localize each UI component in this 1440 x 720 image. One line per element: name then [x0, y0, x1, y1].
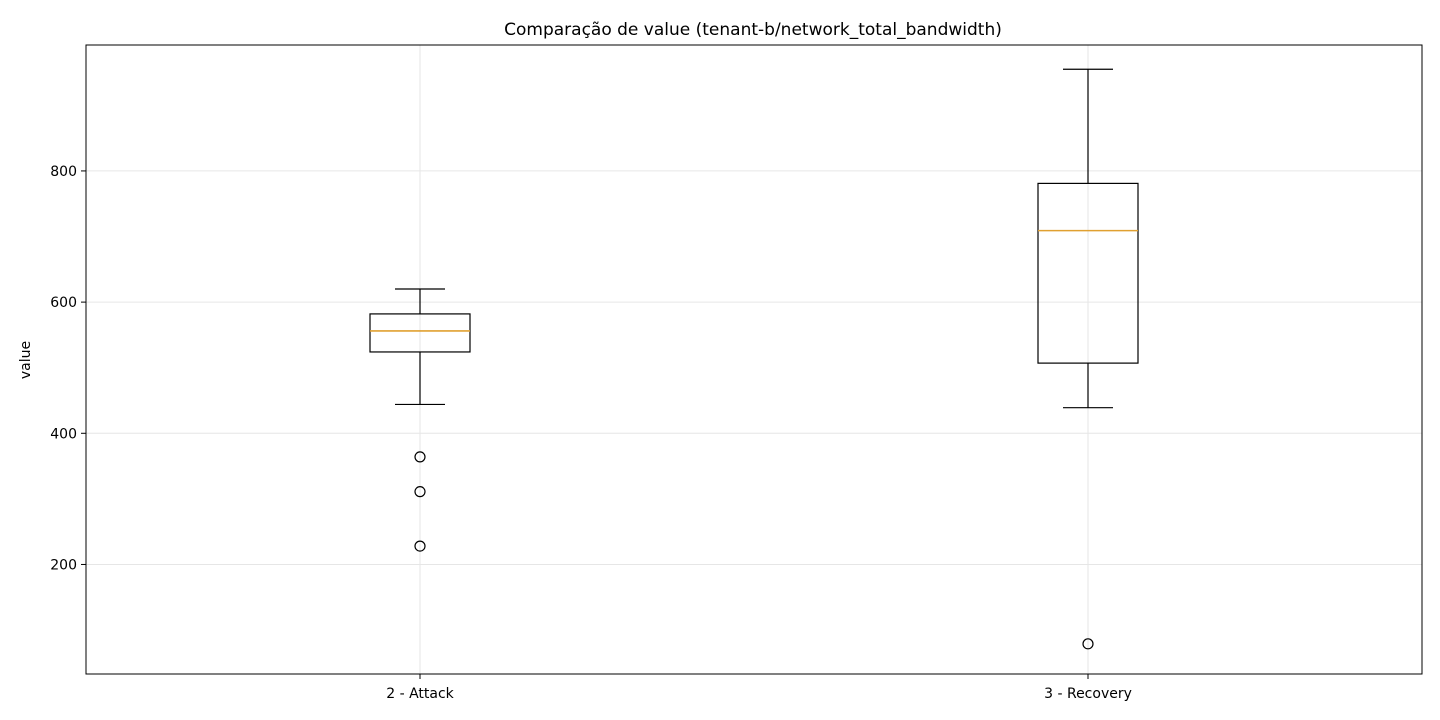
y-tick-label: 400 [50, 426, 77, 442]
outlier-point [414, 540, 426, 552]
plot-frame [85, 44, 1423, 675]
y-tick-label: 800 [50, 164, 77, 180]
boxes-layer [369, 68, 1139, 650]
outlier-point [1082, 638, 1094, 650]
outlier-point [414, 486, 426, 498]
chart-title: Comparação de value (tenant-b/network_to… [504, 20, 1002, 40]
box-group [369, 288, 471, 552]
y-tick-label: 600 [50, 295, 77, 311]
outlier-point [414, 451, 426, 463]
iqr-box [369, 313, 471, 353]
grid-layer [86, 45, 1422, 674]
iqr-box [1037, 182, 1139, 364]
box-group [1037, 68, 1139, 650]
x-tick-label: 2 - Attack [386, 686, 454, 702]
x-axis-ticks: 2 - Attack 3 - Recovery [386, 674, 1132, 702]
y-tick-label: 200 [50, 557, 77, 573]
y-axis-label: value [18, 341, 34, 379]
x-tick-label: 3 - Recovery [1044, 686, 1132, 702]
y-axis-ticks: 200 400 600 800 [50, 164, 86, 573]
